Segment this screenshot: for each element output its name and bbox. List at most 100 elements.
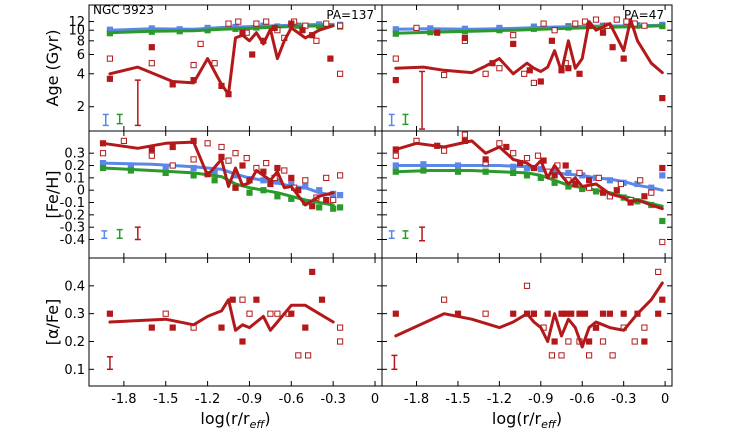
red-open-point xyxy=(586,352,593,359)
y-tick-label: -0.1 xyxy=(60,196,85,211)
panel-afe-right xyxy=(381,257,673,387)
red-filled-point xyxy=(641,193,648,200)
red-open-point xyxy=(548,352,555,359)
panel-afe-left: 0.1 0.2 0.3 0.4 xyxy=(64,257,383,387)
x-tick-label: -0.9 xyxy=(528,392,553,407)
red-filled-point xyxy=(599,310,607,317)
red-series-line xyxy=(101,140,335,207)
red-filled-point xyxy=(641,338,648,345)
x-axis-title-left: log(r/reff) xyxy=(200,409,270,431)
red-open-point xyxy=(330,196,337,204)
red-filled-point xyxy=(327,55,334,62)
x-tick-label: 0 xyxy=(371,392,379,407)
x-tick-label: -1.2 xyxy=(487,392,512,407)
red-filled-point xyxy=(576,310,583,317)
red-open-point xyxy=(534,152,542,159)
red-filled-point xyxy=(232,184,239,191)
red-open-point xyxy=(558,352,565,359)
red-filled-point xyxy=(169,324,176,331)
red-filled-point xyxy=(530,310,537,317)
red-open-point xyxy=(99,150,107,157)
red-open-point xyxy=(551,27,558,34)
red-open-point xyxy=(565,338,572,345)
green-point xyxy=(316,204,323,211)
y-tick-label: 12 xyxy=(68,15,85,30)
panel-feh-right xyxy=(381,130,673,259)
y-axis-title-feh: [Fe/H] xyxy=(43,170,62,218)
red-filled-point xyxy=(537,78,544,85)
red-filled-point xyxy=(562,310,569,317)
y-tick-label: 0.3 xyxy=(64,147,85,162)
x-tick-label: -0.9 xyxy=(237,392,262,407)
red-open-point xyxy=(253,20,260,27)
red-filled-point xyxy=(288,174,295,182)
red-open-point xyxy=(523,155,531,162)
red-filled-point xyxy=(659,296,666,303)
red-open-point xyxy=(613,16,620,23)
galaxy-name: NGC 3923 xyxy=(93,3,154,17)
panel-feh-left: 0.30.20.10-0.1-0.2-0.3-0.4 xyxy=(60,130,383,259)
pa-label-left: PA=137 xyxy=(326,8,374,22)
red-open-point xyxy=(482,70,489,77)
red-filled-point xyxy=(609,44,616,51)
red-filled-point xyxy=(659,164,666,172)
panel-data-age-left xyxy=(102,18,344,127)
x-tick-label: -1.8 xyxy=(404,392,429,407)
red-filled-point xyxy=(271,24,278,31)
red-open-point xyxy=(523,282,531,289)
red-open-point xyxy=(617,180,624,188)
x-axis-title-close: ) xyxy=(264,409,270,428)
red-open-point xyxy=(190,156,197,163)
red-open-point xyxy=(392,55,399,62)
red-filled-point xyxy=(562,162,569,169)
red-open-point xyxy=(595,174,602,182)
y-axis-title-afe: [α/Fe] xyxy=(43,299,62,346)
red-open-point xyxy=(337,172,344,179)
y-tick-label: 0.1 xyxy=(64,171,85,186)
red-open-point xyxy=(441,147,448,154)
red-open-point xyxy=(392,152,399,159)
red-open-point xyxy=(441,296,448,303)
x-axis-title-close: ) xyxy=(556,409,562,428)
y-tick-label: -0.2 xyxy=(60,208,85,223)
red-filled-point xyxy=(461,34,468,41)
red-open-point xyxy=(592,16,600,23)
blue-point xyxy=(659,172,666,179)
red-filled-point xyxy=(434,29,441,36)
x-tick-label: -1.5 xyxy=(445,392,470,407)
x-tick-label: -0.3 xyxy=(320,392,345,407)
panel-data-feh-right xyxy=(388,131,666,246)
red-open-point xyxy=(162,310,169,317)
red-open-point xyxy=(496,65,503,72)
red-open-point xyxy=(323,174,330,182)
red-open-point xyxy=(267,310,274,317)
red-open-point xyxy=(225,157,232,164)
red-open-point xyxy=(120,137,128,145)
red-open-point xyxy=(295,352,302,359)
blue-series-line xyxy=(394,164,664,192)
red-filled-point xyxy=(218,324,225,331)
red-filled-point xyxy=(613,187,620,194)
red-filled-point xyxy=(659,95,666,102)
red-open-point xyxy=(263,160,270,167)
red-filled-point xyxy=(510,40,517,47)
red-filled-point xyxy=(309,268,316,275)
x-axis-title-right: log(r/reff) xyxy=(492,409,562,431)
red-filled-point xyxy=(323,196,330,204)
red-filled-point xyxy=(267,180,274,188)
red-filled-point xyxy=(288,20,295,27)
red-open-point xyxy=(413,24,420,31)
red-open-point xyxy=(631,338,638,345)
red-open-point xyxy=(655,268,662,275)
red-open-point xyxy=(302,177,309,184)
red-open-point xyxy=(204,140,211,147)
panel-data-feh-left xyxy=(99,137,344,241)
red-open-point xyxy=(281,167,288,174)
red-filled-point xyxy=(568,310,575,317)
red-series-line xyxy=(394,139,664,211)
red-filled-point xyxy=(239,338,246,345)
red-open-point xyxy=(337,22,344,29)
panel-frame xyxy=(381,257,673,387)
